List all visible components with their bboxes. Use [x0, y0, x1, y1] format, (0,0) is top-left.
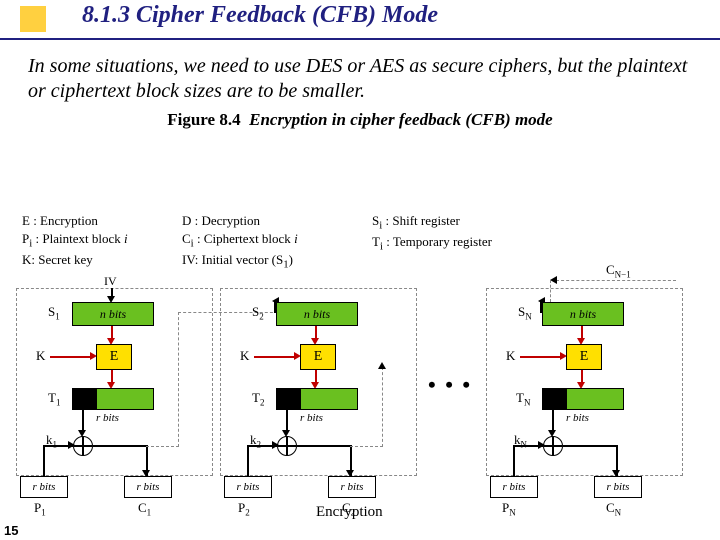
arrow-line: [93, 445, 148, 447]
arrow-line: [286, 410, 288, 432]
slide-body: In some situations, we need to use DES o…: [28, 54, 692, 104]
ellipsis: • • •: [428, 372, 472, 398]
rbits-box: r bits: [124, 476, 172, 498]
arrow-line: [50, 356, 92, 358]
shift-register: n bits: [72, 302, 154, 326]
t1-label: T1: [48, 390, 60, 408]
legend-col-2: D : Decryption Ci : Ciphertext block i I…: [182, 212, 298, 272]
arrow-line: [43, 445, 45, 457]
cn-minus-1-label: CN−1: [606, 262, 631, 280]
k-label: K: [36, 348, 45, 364]
arrow-line: [254, 356, 296, 358]
arrow-line: [247, 456, 249, 476]
feedback-line: [146, 446, 179, 447]
rbits-label: r bits: [300, 412, 323, 424]
legend-item: E : Encryption: [22, 212, 128, 230]
sn-label: SN: [518, 304, 532, 322]
figure-number: Figure 8.4: [167, 110, 240, 129]
arrow-line: [513, 445, 515, 457]
arrow-line: [297, 445, 352, 447]
encrypt-block: E: [566, 344, 602, 370]
c1-label: C1: [138, 500, 151, 518]
slide-title: 8.1.3 Cipher Feedback (CFB) Mode: [82, 2, 438, 29]
feedback-line: [382, 367, 383, 447]
k-label: K: [240, 348, 249, 364]
feedback-line: [350, 446, 383, 447]
xor-icon: [543, 436, 563, 456]
feedback-line: [178, 312, 179, 447]
temp-register: [542, 388, 624, 410]
rbits-box: r bits: [328, 476, 376, 498]
legend-col-3: Si : Shift register Ti : Temporary regis…: [372, 212, 492, 254]
rbits-label: r bits: [96, 412, 119, 424]
arrow-line: [552, 410, 554, 432]
arrowhead-icon: [68, 441, 75, 449]
arrow-line: [43, 456, 45, 476]
encrypt-block: E: [300, 344, 336, 370]
arrow-line: [247, 445, 249, 457]
arrow-line: [520, 356, 562, 358]
legend-item: IV: Initial vector (S1): [182, 251, 298, 272]
temp-register: [72, 388, 154, 410]
legend-item: Si : Shift register: [372, 212, 492, 233]
cn-label: CN: [606, 500, 621, 518]
rbits-box: r bits: [20, 476, 68, 498]
figure-caption: Figure 8.4 Encryption in cipher feedback…: [0, 110, 720, 130]
title-bar: 8.1.3 Cipher Feedback (CFB) Mode: [0, 0, 720, 40]
iv-label: IV: [104, 274, 117, 289]
figure-title: Encryption in cipher feedback (CFB) mode: [249, 110, 553, 129]
rbits-box: r bits: [594, 476, 642, 498]
legend-item: D : Decryption: [182, 212, 298, 230]
s2-label: S2: [252, 304, 264, 322]
arrow-line: [82, 410, 84, 432]
p2-label: P2: [238, 500, 250, 518]
rbits-label: r bits: [566, 412, 589, 424]
encryption-label: Encryption: [316, 504, 383, 521]
temp-register: [276, 388, 358, 410]
legend-item: Pi : Plaintext block i: [22, 230, 128, 251]
title-bullet-icon: [20, 6, 46, 32]
legend-item: Ci : Ciphertext block i: [182, 230, 298, 251]
arrowhead-icon: [538, 441, 545, 449]
legend-col-1: E : Encryption Pi : Plaintext block i K:…: [22, 212, 128, 268]
s1-label: S1: [48, 304, 60, 322]
p1-label: P1: [34, 500, 46, 518]
pn-label: PN: [502, 500, 516, 518]
shift-register: n bits: [276, 302, 358, 326]
page-number: 15: [4, 523, 18, 538]
feedback-line: [550, 280, 551, 302]
xor-icon: [73, 436, 93, 456]
arrowhead-icon: [378, 362, 386, 369]
arrowhead-icon: [550, 276, 557, 284]
cfb-diagram: E : Encryption Pi : Plaintext block i K:…: [16, 212, 704, 522]
shift-register: n bits: [542, 302, 624, 326]
arrow-line: [563, 445, 618, 447]
encrypt-block: E: [96, 344, 132, 370]
tn-label: TN: [516, 390, 530, 408]
arrowhead-icon: [272, 441, 279, 449]
legend-item: Ti : Temporary register: [372, 233, 492, 254]
legend-item: K: Secret key: [22, 251, 128, 269]
arrow-line: [513, 456, 515, 476]
rbits-box: r bits: [490, 476, 538, 498]
xor-icon: [277, 436, 297, 456]
t2-label: T2: [252, 390, 264, 408]
k-label: K: [506, 348, 515, 364]
feedback-line: [556, 280, 676, 281]
rbits-box: r bits: [224, 476, 272, 498]
